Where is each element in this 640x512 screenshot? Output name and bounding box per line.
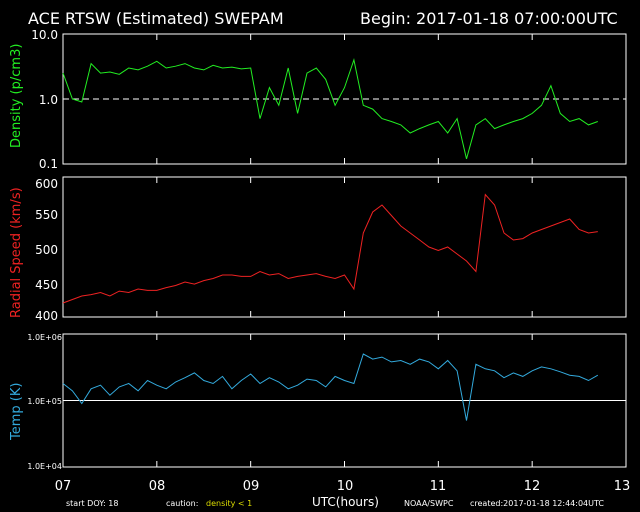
begin-time: Begin: 2017-01-18 07:00:00UTC (360, 9, 618, 28)
speed-tick-label: 400 (35, 309, 58, 323)
x-tick-label: 11 (430, 479, 447, 494)
x-tick-label: 13 (614, 479, 631, 494)
density-tick-label: 0.1 (39, 157, 58, 171)
temp-tick-label: 1.0E+06 (27, 333, 62, 342)
speed-tick-label: 550 (35, 208, 58, 222)
density-tick-label: 10.0 (31, 28, 58, 42)
x-tick-label: 08 (149, 479, 166, 494)
temp-tick-label: 1.0E+05 (27, 397, 62, 406)
speed-panel (62, 176, 627, 318)
x-tick-label: 12 (524, 479, 541, 494)
speed-tick-label: 500 (35, 243, 58, 257)
x-tick-label: 07 (55, 479, 72, 494)
temp-axis-label: Temp (K) (9, 383, 24, 441)
speed-tick-label: 450 (35, 278, 58, 292)
density-series-line (62, 57, 598, 160)
density-axis-label: Density (p/cm3) (9, 44, 24, 148)
speed-tick-label: 600 (35, 177, 58, 191)
x-tick-label: 10 (337, 479, 354, 494)
density-tick-label: 1.0 (39, 93, 58, 107)
chart-title: ACE RTSW (Estimated) SWEPAM (28, 9, 284, 28)
created-time: created:2017-01-18 12:44:04UTC (470, 499, 604, 508)
x-tick-label: 09 (243, 479, 260, 494)
source-label: NOAA/SWPC (404, 499, 454, 508)
speed-axis-label: Radial Speed (km/s) (9, 187, 24, 318)
caution-flag: density < 1 (206, 499, 252, 508)
temp-tick-label: 1.0E+04 (27, 462, 62, 471)
caution-label: caution: (166, 499, 198, 508)
speed-series-line (62, 193, 598, 304)
temp-series-line (62, 353, 599, 421)
x-axis-title: UTC(hours) (312, 495, 379, 509)
start-doy: start DOY: 18 (66, 499, 118, 508)
